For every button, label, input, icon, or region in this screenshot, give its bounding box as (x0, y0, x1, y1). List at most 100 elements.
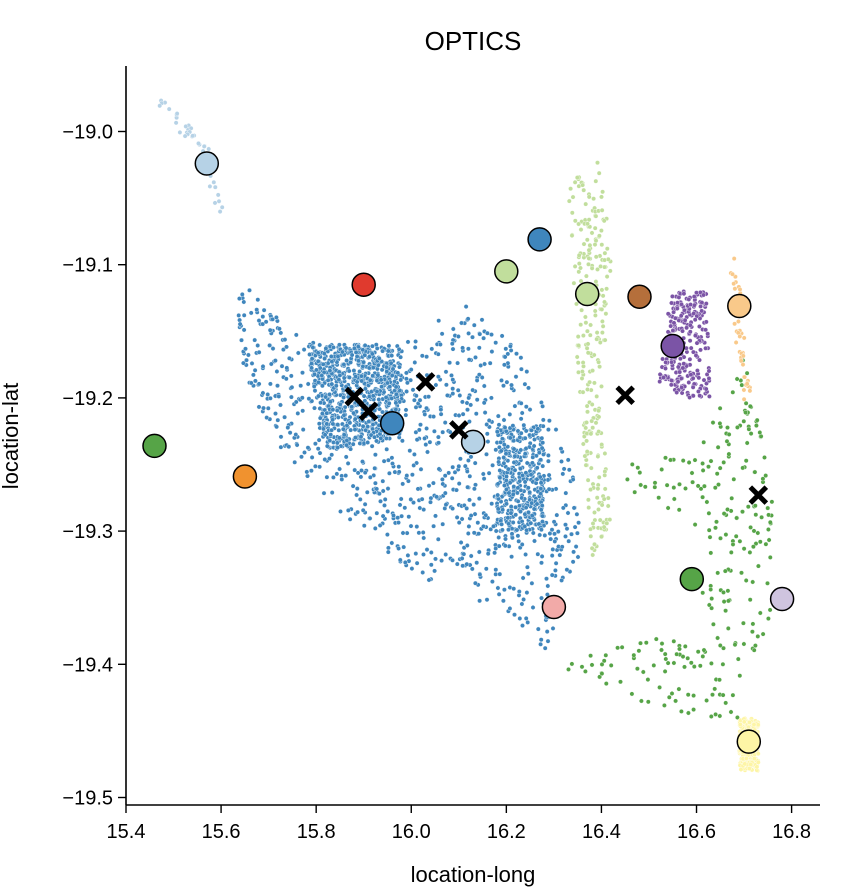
data-point (316, 393, 321, 399)
data-point (767, 555, 773, 560)
data-point (469, 566, 475, 572)
data-point (372, 526, 378, 531)
data-point (305, 445, 311, 451)
data-point (509, 382, 514, 388)
data-point (538, 641, 543, 647)
data-point (593, 178, 599, 184)
data-point (523, 470, 529, 476)
y-axis-label: location-lat (0, 383, 23, 489)
data-point (707, 393, 712, 399)
data-point (690, 384, 696, 390)
data-point (683, 486, 688, 491)
data-point (596, 170, 602, 176)
data-point (477, 331, 483, 337)
data-point (710, 692, 715, 698)
data-point (328, 354, 334, 359)
data-point (349, 404, 355, 410)
data-point (335, 414, 341, 420)
data-point (662, 703, 667, 708)
data-point (460, 345, 465, 351)
data-point (597, 340, 603, 345)
y-tick-label: −19.2 (62, 388, 113, 410)
data-point (510, 535, 515, 541)
data-point (316, 421, 322, 427)
data-point (541, 451, 546, 457)
data-point (501, 417, 507, 423)
data-point (508, 347, 514, 353)
data-point (498, 439, 503, 445)
data-point (735, 656, 741, 662)
data-point (720, 661, 726, 667)
data-point (360, 423, 366, 429)
data-point (581, 434, 587, 439)
data-point (319, 411, 325, 416)
data-point (741, 641, 747, 647)
data-point (390, 461, 395, 466)
data-point (511, 446, 517, 452)
data-point (252, 367, 258, 373)
data-point (319, 373, 325, 378)
data-point (367, 377, 373, 383)
data-point (344, 438, 350, 443)
data-point (592, 380, 597, 386)
data-point (385, 380, 390, 386)
data-point (663, 359, 669, 365)
data-point (730, 692, 736, 698)
data-point (255, 297, 261, 303)
data-point (515, 533, 521, 539)
data-point (665, 311, 671, 317)
data-point (531, 443, 537, 449)
data-point (684, 325, 689, 331)
data-point (713, 525, 718, 531)
data-point (343, 473, 349, 478)
data-point (380, 409, 385, 415)
data-point (474, 397, 480, 403)
data-point (370, 365, 376, 371)
data-point (552, 539, 558, 544)
data-point (464, 468, 470, 474)
data-point (458, 540, 464, 545)
data-point (358, 434, 364, 440)
data-point (343, 345, 349, 351)
data-point (583, 320, 589, 326)
data-point (502, 425, 508, 430)
data-point (465, 316, 471, 322)
data-point (521, 422, 527, 428)
data-point (574, 301, 579, 307)
data-point (580, 182, 585, 188)
data-point (439, 476, 445, 482)
data-point (725, 507, 730, 512)
data-point (763, 541, 769, 547)
data-point (400, 481, 406, 487)
data-point (535, 551, 541, 557)
data-point (747, 766, 752, 771)
data-point (479, 317, 485, 323)
data-point (344, 358, 349, 363)
data-point (389, 373, 395, 378)
data-point (524, 527, 529, 533)
data-point (411, 397, 417, 403)
data-point (504, 474, 509, 479)
data-point (569, 233, 575, 239)
data-point (507, 606, 513, 611)
data-point (762, 455, 767, 460)
data-point (343, 454, 349, 460)
data-point (182, 133, 188, 139)
data-point (603, 681, 609, 686)
data-point (691, 664, 697, 669)
data-point (599, 383, 604, 389)
data-point (308, 468, 314, 474)
data-point (325, 377, 331, 383)
data-point (575, 360, 581, 366)
data-point (435, 374, 441, 380)
data-point (484, 597, 490, 603)
data-point (706, 368, 712, 374)
data-point (596, 414, 602, 420)
data-point (674, 651, 680, 657)
data-point (456, 481, 462, 486)
data-point (584, 449, 590, 454)
data-point (471, 502, 477, 507)
data-point (365, 424, 371, 429)
data-point (173, 120, 179, 126)
data-point (335, 422, 341, 427)
